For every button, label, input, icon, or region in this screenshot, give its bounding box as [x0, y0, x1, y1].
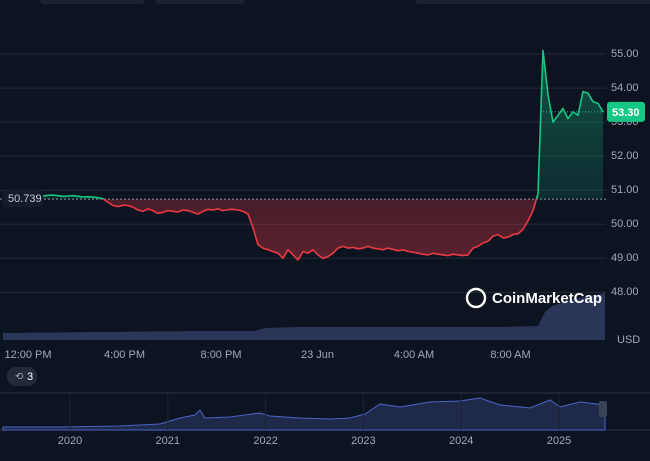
watermark: CoinMarketCap — [492, 290, 602, 307]
currency-label: USD — [617, 334, 640, 346]
x-tick-label: 4:00 PM — [104, 349, 145, 361]
tab-button[interactable] — [155, 0, 245, 4]
area-below — [3, 199, 603, 260]
y-tick-label: 50.00 — [611, 218, 639, 230]
navigator-label: 2021 — [156, 435, 180, 447]
x-tick-label: 8:00 PM — [201, 349, 242, 361]
y-tick-label: 55.00 — [611, 48, 639, 60]
y-tick-label: 53.00 — [611, 116, 639, 128]
x-tick-label: 12:00 PM — [4, 349, 51, 361]
navigator-series — [2, 397, 606, 431]
badge[interactable] — [7, 367, 37, 386]
navigator-label: 2025 — [547, 435, 571, 447]
tab-button[interactable] — [415, 0, 650, 4]
y-tick-label: 52.00 — [611, 150, 639, 162]
navigator-label: 2023 — [351, 435, 375, 447]
current-price-label: 53.30 — [612, 107, 640, 119]
tab-button[interactable] — [40, 0, 145, 4]
price-line — [2, 49, 604, 261]
baseline-label-box — [3, 190, 43, 208]
y-tick-label: 54.00 — [611, 82, 639, 94]
watermark-logo — [465, 287, 487, 309]
baseline-label: 50.739 — [8, 193, 42, 205]
x-tick-label: 23 Jun — [301, 349, 334, 361]
navigator-label: 2024 — [449, 435, 473, 447]
navigator-handle[interactable] — [599, 401, 607, 417]
badge-icon: ⟲ — [15, 372, 24, 383]
y-tick-label: 48.00 — [611, 286, 639, 298]
current-price-tag — [607, 101, 645, 122]
x-tick-label: 8:00 AM — [490, 349, 530, 361]
navigator-label: 2022 — [253, 435, 277, 447]
x-tick-label: 4:00 AM — [394, 349, 434, 361]
navigator-label: 2020 — [58, 435, 82, 447]
y-tick-label: 49.00 — [611, 252, 639, 264]
y-tick-label: 51.00 — [611, 184, 639, 196]
volume-area — [3, 293, 605, 340]
badge-count: 3 — [27, 371, 33, 383]
